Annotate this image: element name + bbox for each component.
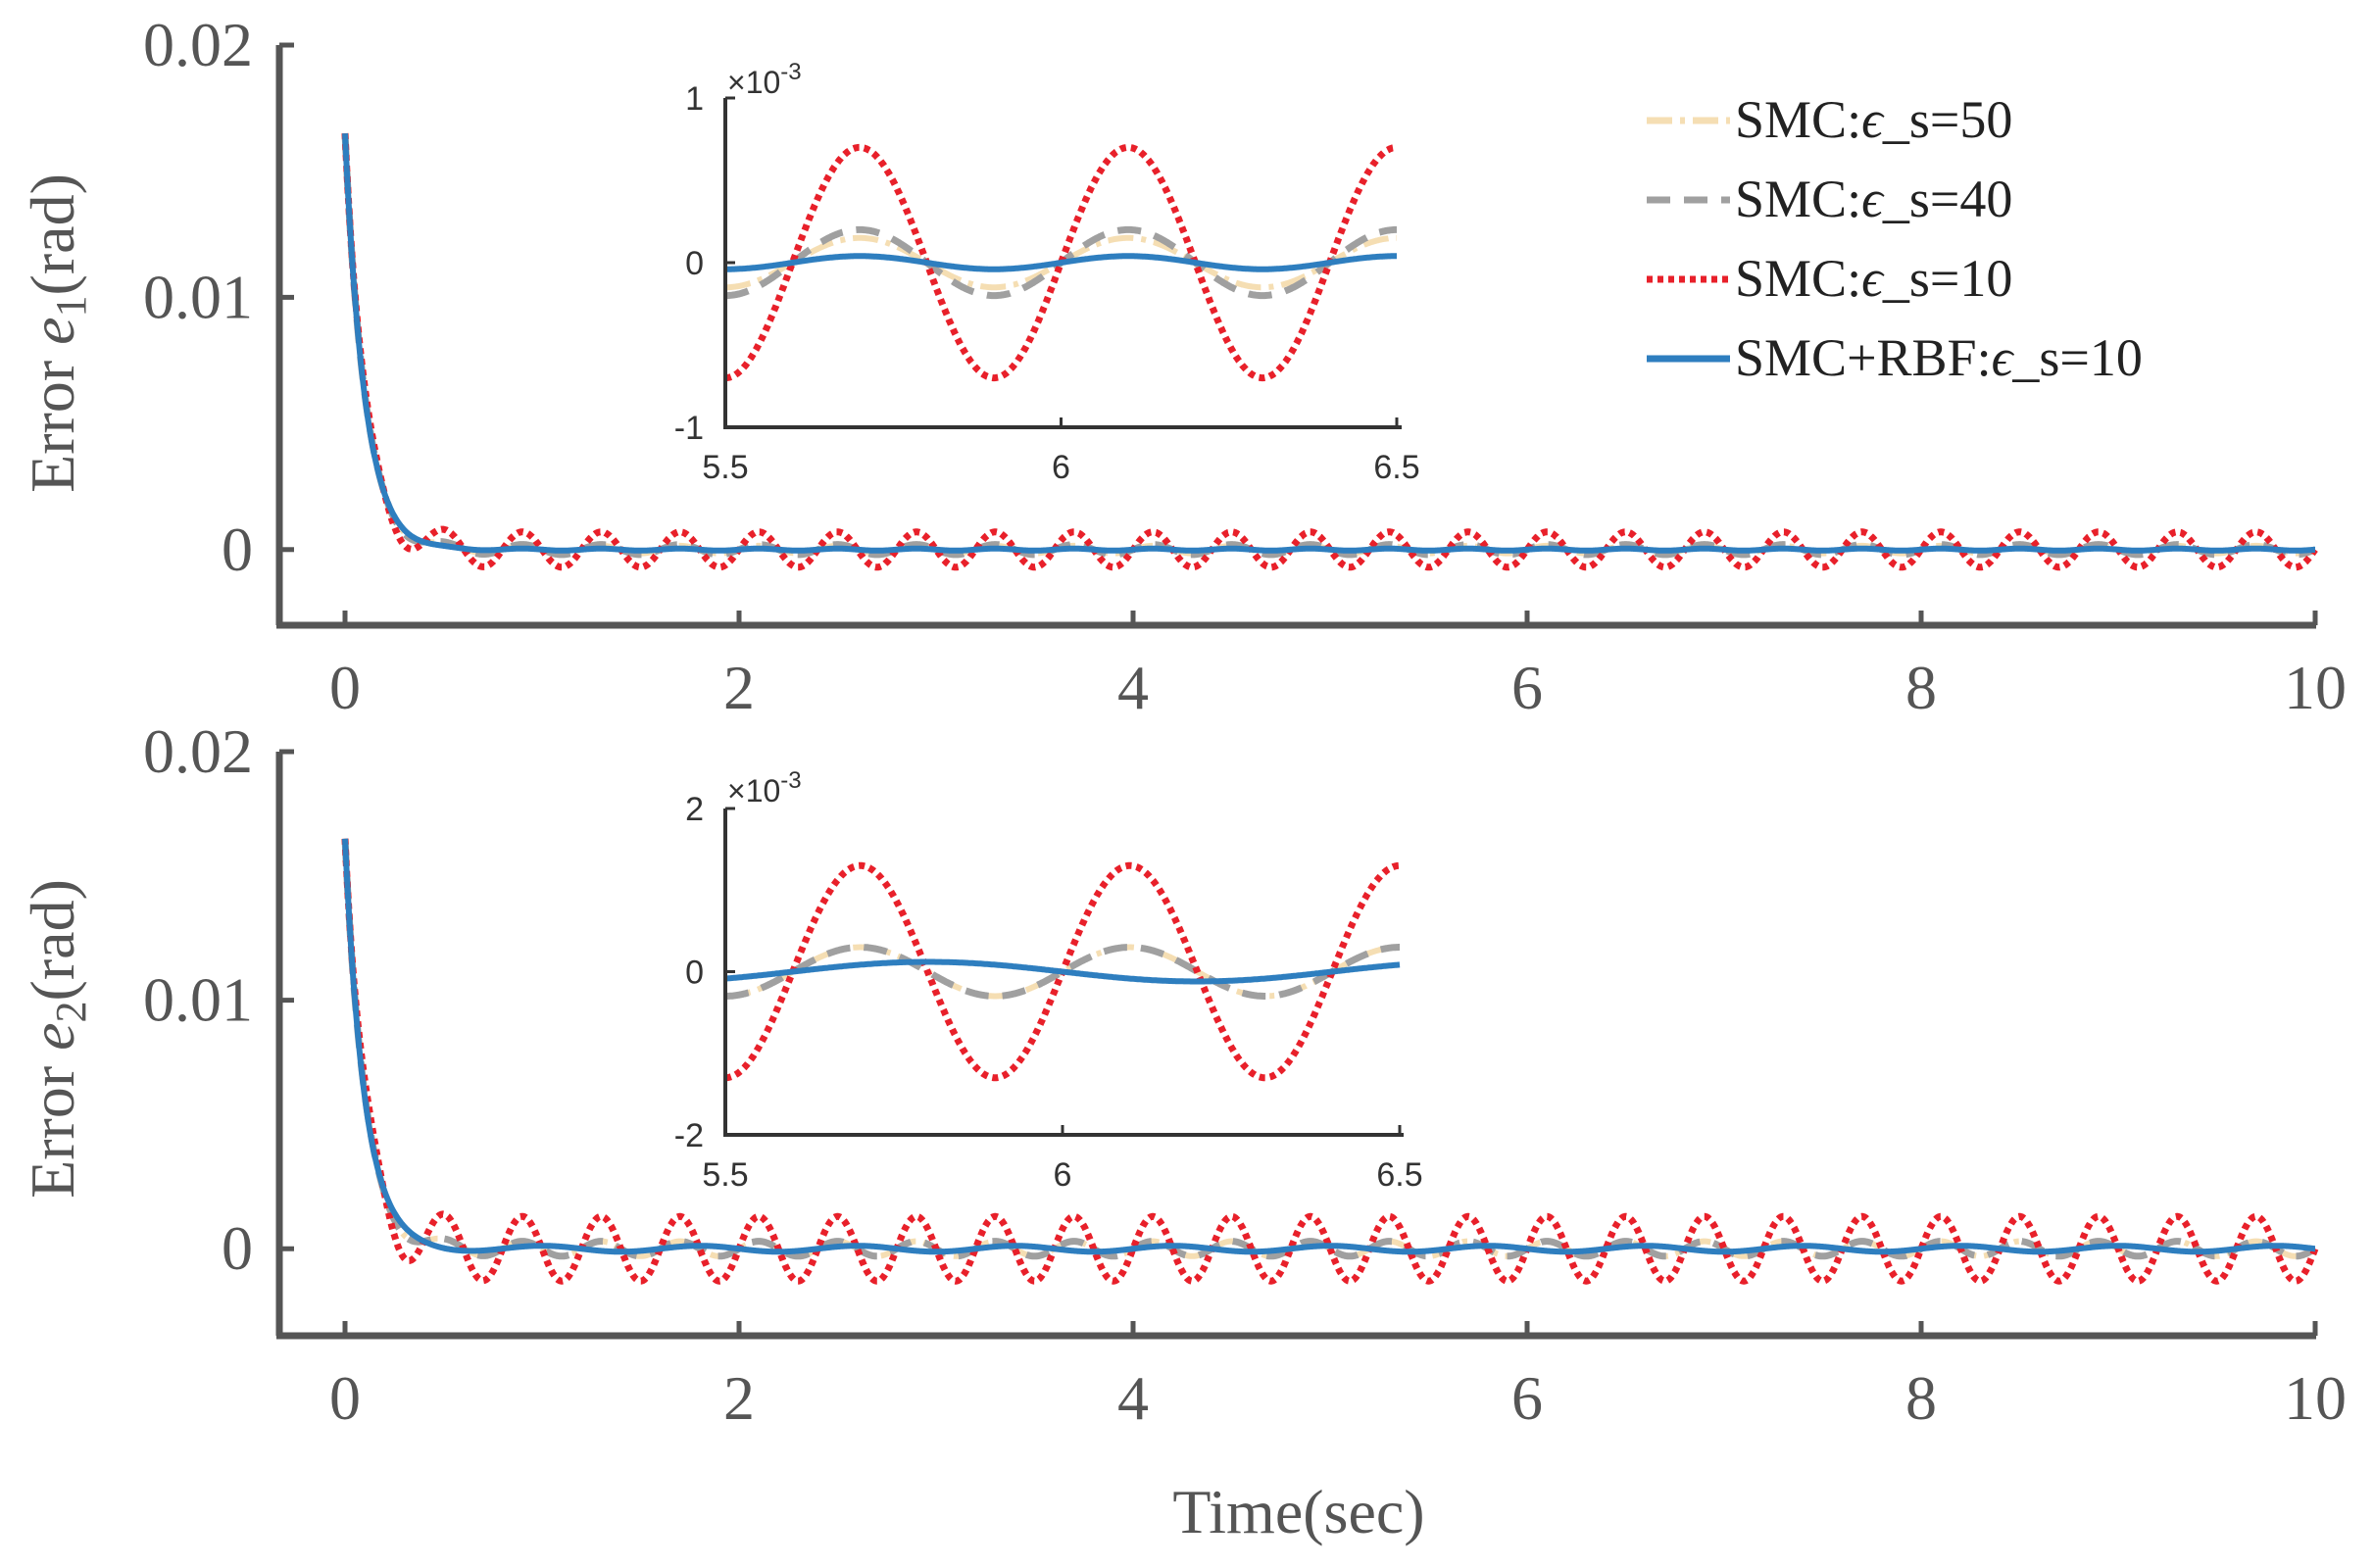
inset-x-tick-label: 6 — [1052, 449, 1070, 486]
x-tick-label: 10 — [2284, 653, 2347, 722]
bottom-y-ticks: 0 0.01 0.02 — [143, 716, 294, 1283]
legend: SMC:ϵ_s=50 SMC:ϵ_s=40 SMC:ϵ_s=10 SMC+RBF… — [1647, 90, 2143, 387]
y-tick-label: 0.02 — [143, 10, 253, 79]
legend-label: SMC+RBF:ϵ_s=10 — [1735, 328, 2143, 387]
legend-label: SMC:ϵ_s=50 — [1735, 90, 2012, 149]
legend-item: SMC+RBF:ϵ_s=10 — [1647, 328, 2143, 387]
top-x-ticks: 0 2 4 6 8 10 — [329, 611, 2347, 722]
inset-y-tick-label: -1 — [674, 410, 704, 447]
top-inset-x-ticks: 5.5 6 6.5 — [702, 417, 1420, 486]
bottom-inset-y-ticks: -2 0 2 — [674, 791, 735, 1154]
top-y-ticks: 0 0.01 0.02 — [143, 10, 294, 584]
legend-item: SMC:ϵ_s=40 — [1647, 170, 2012, 228]
top-axes: 00.010.02 0 2 4 6 8 10 — [143, 10, 2347, 722]
series-line-smc-s-10 — [341, 132, 2318, 571]
y-tick-label: 0 — [222, 1213, 253, 1283]
inset-x-tick-label: 6.5 — [1376, 1156, 1422, 1194]
inset-x-tick-label: 6 — [1054, 1156, 1072, 1194]
inset-x-tick-label: 5.5 — [702, 1156, 748, 1194]
x-tick-label: 6 — [1511, 653, 1543, 722]
x-tick-label: 2 — [723, 1363, 755, 1433]
x-tick-label: 10 — [2284, 1363, 2347, 1433]
y-tick-label: 0.02 — [143, 716, 253, 786]
x-tick-label: 4 — [1117, 1363, 1149, 1433]
inset-y-tick-label: 2 — [685, 791, 704, 828]
top-series-group — [341, 132, 2318, 571]
bottom-series-group — [341, 838, 2319, 1285]
inset-x-tick-label: 5.5 — [702, 449, 748, 486]
series-line-smc-s-40 — [341, 132, 2318, 559]
top-inset: -1 0 1 5.5 6 6.5 ×10-3 — [674, 59, 1420, 486]
series-line-smc-rbf-s-10 — [723, 253, 1399, 272]
bottom-inset-series-group — [722, 861, 1403, 1082]
legend-label: SMC:ϵ_s=10 — [1735, 249, 2012, 308]
top-inset-y-ticks: -1 0 1 — [674, 80, 735, 447]
legend-item: SMC:ϵ_s=10 — [1647, 249, 2012, 308]
top-y-axis-title: Error e1(rad) — [18, 173, 95, 493]
x-tick-label: 4 — [1117, 653, 1149, 722]
bottom-panel: 0 0.01 0.02 0 2 4 6 8 10 Error e2(rad) Time(sec… — [18, 716, 2347, 1546]
legend-item: SMC:ϵ_s=50 — [1647, 90, 2012, 149]
series-line-smc-s-50 — [723, 234, 1399, 291]
y-tick-label: 0 — [222, 514, 253, 584]
bottom-inset: -2 0 2 5.5 6 6.5 ×10-3 — [674, 767, 1423, 1194]
x-tick-label: 8 — [1905, 1363, 1937, 1433]
x-tick-label: 0 — [329, 653, 361, 722]
inset-y-tick-label: 1 — [685, 80, 704, 118]
x-tick-label: 2 — [723, 653, 755, 722]
x-axis-title: Time(sec) — [1172, 1477, 1424, 1546]
inset-y-tick-label: 0 — [685, 955, 704, 992]
x-tick-label: 6 — [1511, 1363, 1543, 1433]
series-line-smc-rbf-s-10 — [342, 132, 2318, 554]
series-line-smc-s-40 — [722, 944, 1403, 1000]
top-inset-series-group — [722, 143, 1400, 382]
bottom-axes: 0 0.01 0.02 0 2 4 6 8 10 — [143, 716, 2347, 1433]
top-inset-exponent: ×10-3 — [727, 59, 802, 100]
inset-y-tick-label: -2 — [674, 1117, 704, 1154]
bottom-inset-exponent: ×10-3 — [727, 767, 802, 808]
x-tick-label: 0 — [329, 1363, 361, 1433]
inset-x-tick-label: 6.5 — [1373, 449, 1419, 486]
bottom-x-ticks: 0 2 4 6 8 10 — [329, 1321, 2347, 1433]
bottom-inset-x-ticks: 5.5 6 6.5 — [702, 1125, 1423, 1194]
top-panel: 0 0.01 0.02 0 2 4 6 8 10 Error e1(rad) -1 0 1 5.5… — [18, 10, 2347, 722]
inset-y-tick-label: 0 — [685, 245, 704, 282]
x-tick-label: 8 — [1905, 653, 1937, 722]
series-line-smc-rbf-s-10 — [723, 958, 1402, 985]
bottom-y-axis-title: Error e2(rad) — [18, 879, 95, 1199]
legend-label: SMC:ϵ_s=40 — [1735, 170, 2012, 228]
series-line-smc-rbf-s-10 — [342, 838, 2318, 1255]
y-tick-label: 0.01 — [143, 262, 253, 331]
y-tick-label: 0.01 — [143, 965, 253, 1035]
series-line-smc-s-50 — [342, 838, 2318, 1259]
